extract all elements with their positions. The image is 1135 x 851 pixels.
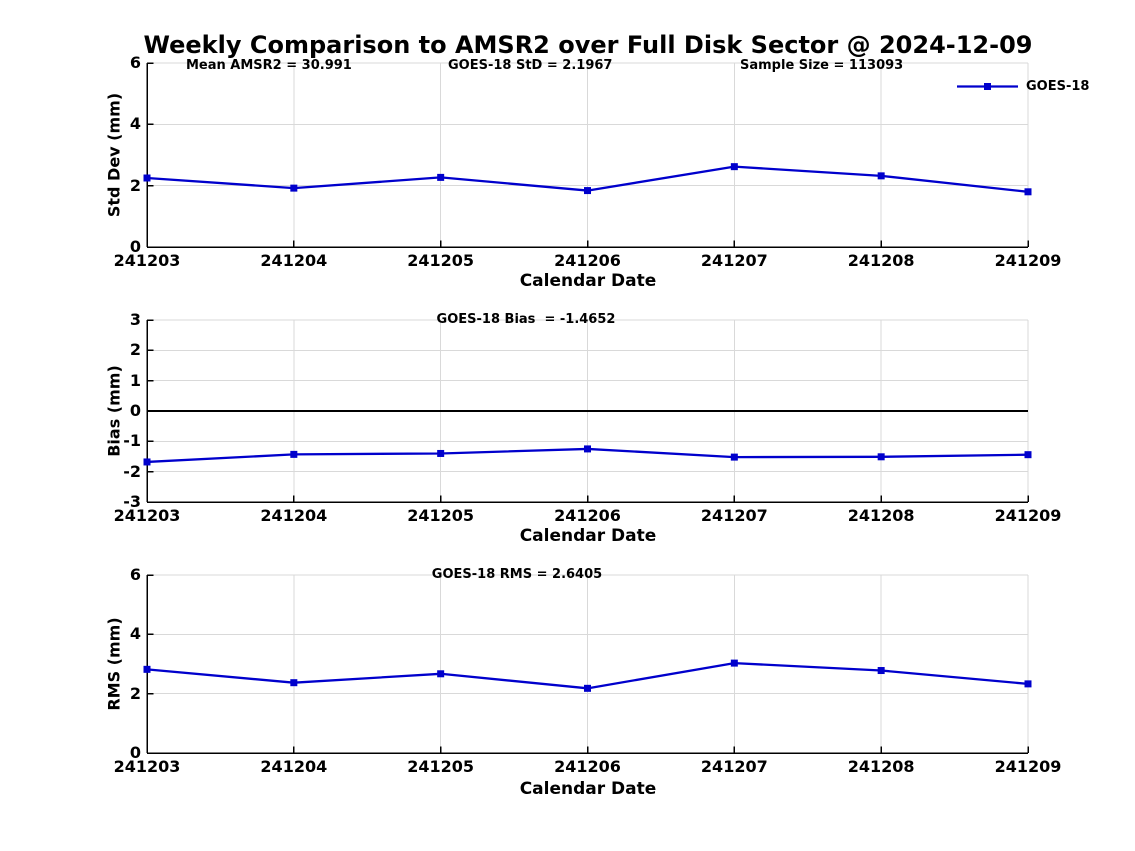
y-tick-label: 4 xyxy=(129,624,141,644)
x-tick-label: 241208 xyxy=(847,506,915,525)
x-tick-label: 241209 xyxy=(994,506,1062,525)
data-point-marker xyxy=(877,667,885,675)
data-point-marker xyxy=(143,458,151,466)
data-point-marker xyxy=(730,453,738,461)
data-point-marker xyxy=(143,174,151,182)
data-point-marker xyxy=(437,449,445,457)
x-tick-label: 241206 xyxy=(554,757,621,776)
x-tick-label: 241203 xyxy=(113,757,181,776)
data-point-marker xyxy=(877,453,885,461)
ylabel-std-dev: Std Dev (mm) xyxy=(104,92,124,218)
y-tick-label: -1 xyxy=(123,431,141,451)
x-tick-label: 241206 xyxy=(554,506,621,525)
data-point-marker xyxy=(143,665,151,673)
legend-label-goes18: GOES-18 xyxy=(1026,79,1090,94)
y-tick-label: -2 xyxy=(123,461,141,481)
y-tick-label: 1 xyxy=(129,370,141,390)
annotation-mean-amsr2: Mean AMSR2 = 30.991 xyxy=(186,58,352,73)
data-point-marker xyxy=(730,163,738,171)
annotation-goes18-std: GOES-18 StD = 2.1967 xyxy=(448,58,613,73)
y-tick-label: 4 xyxy=(129,114,141,134)
data-point-marker xyxy=(290,184,298,192)
x-tick-label: 241209 xyxy=(994,757,1062,776)
xlabel-rms: Calendar Date xyxy=(519,779,657,799)
annotation-sample-size: Sample Size = 113093 xyxy=(740,58,904,73)
figure-title: Weekly Comparison to AMSR2 over Full Dis… xyxy=(143,31,1033,59)
data-point-marker xyxy=(584,445,591,453)
x-tick-label: 241207 xyxy=(700,251,768,270)
y-tick-label: 0 xyxy=(129,743,141,762)
data-point-marker xyxy=(1024,680,1032,688)
y-tick-label: 6 xyxy=(129,565,141,584)
annotation-goes18-rms: GOES-18 RMS = 2.6405 xyxy=(431,567,603,582)
x-tick-label: 241204 xyxy=(260,251,328,270)
data-point-marker xyxy=(730,659,738,667)
x-tick-label: 241206 xyxy=(554,251,621,270)
data-point-marker xyxy=(1024,451,1032,459)
x-tick-label: 241203 xyxy=(113,506,181,525)
x-tick-label: 241203 xyxy=(113,251,181,270)
x-tick-label: 241205 xyxy=(407,757,475,776)
xlabel-bias: Calendar Date xyxy=(519,526,657,546)
legend-marker xyxy=(984,83,991,90)
data-point-marker xyxy=(584,684,591,692)
x-tick-label: 241205 xyxy=(407,251,475,270)
x-tick-label: 241208 xyxy=(847,251,915,270)
x-tick-label: 241207 xyxy=(700,506,768,525)
y-tick-label: 0 xyxy=(129,401,141,420)
y-tick-label: 2 xyxy=(129,340,141,360)
x-tick-label: 241204 xyxy=(260,757,328,776)
data-point-marker xyxy=(437,173,445,181)
x-tick-label: 241209 xyxy=(994,251,1062,270)
x-tick-label: 241207 xyxy=(700,757,768,776)
data-point-marker xyxy=(290,450,298,458)
y-tick-label: 2 xyxy=(129,683,141,703)
data-point-marker xyxy=(1024,188,1032,196)
y-tick-label: -3 xyxy=(123,492,141,511)
x-tick-label: 241205 xyxy=(407,506,475,525)
y-tick-label: 6 xyxy=(129,53,141,72)
x-tick-label: 241208 xyxy=(847,757,915,776)
annotation-goes18-bias: GOES-18 Bias = -1.4652 xyxy=(436,312,616,327)
y-tick-label: 2 xyxy=(129,175,141,195)
x-tick-label: 241204 xyxy=(260,506,328,525)
y-tick-label: 3 xyxy=(129,310,141,329)
data-point-marker xyxy=(437,670,445,678)
data-point-marker xyxy=(584,187,591,195)
y-tick-label: 0 xyxy=(129,237,141,256)
data-point-marker xyxy=(877,172,885,180)
data-point-marker xyxy=(290,679,298,687)
xlabel-std-dev: Calendar Date xyxy=(519,271,657,291)
